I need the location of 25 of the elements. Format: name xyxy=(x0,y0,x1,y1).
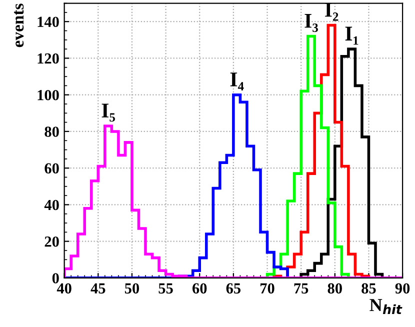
y-tick-label: 40 xyxy=(44,200,59,210)
x-axis-title: N$_{hit}$ xyxy=(370,299,402,314)
x-tick-label: 80 xyxy=(328,283,342,294)
x-tick-label: 55 xyxy=(158,283,173,294)
y-tick-label: 0 xyxy=(52,273,59,284)
x-tick-label: 65 xyxy=(226,283,241,294)
x-tick-label: 50 xyxy=(124,283,140,294)
annotation: I₁ xyxy=(345,26,358,45)
y-tick-label: 100 xyxy=(38,90,59,100)
y-axis-title: events xyxy=(14,4,24,48)
x-tick-label: 70 xyxy=(260,283,274,294)
x-tick-label: 75 xyxy=(294,283,308,294)
y-tick-label: 120 xyxy=(38,53,59,64)
y-tick-label: 20 xyxy=(44,236,59,247)
x-tick-label: 60 xyxy=(192,283,207,294)
x-tick-label: 40 xyxy=(56,283,72,294)
y-tick-label: 80 xyxy=(44,126,59,137)
annotation: I₄ xyxy=(230,72,244,90)
x-tick-label: 85 xyxy=(362,283,376,294)
x-tick-label: 90 xyxy=(395,283,410,294)
y-tick-label: 140 xyxy=(38,16,59,28)
annotation: I₃ xyxy=(304,14,318,32)
x-tick-label: 45 xyxy=(90,283,106,294)
annotation: I₅ xyxy=(102,104,115,122)
y-tick-label: 60 xyxy=(44,163,59,174)
